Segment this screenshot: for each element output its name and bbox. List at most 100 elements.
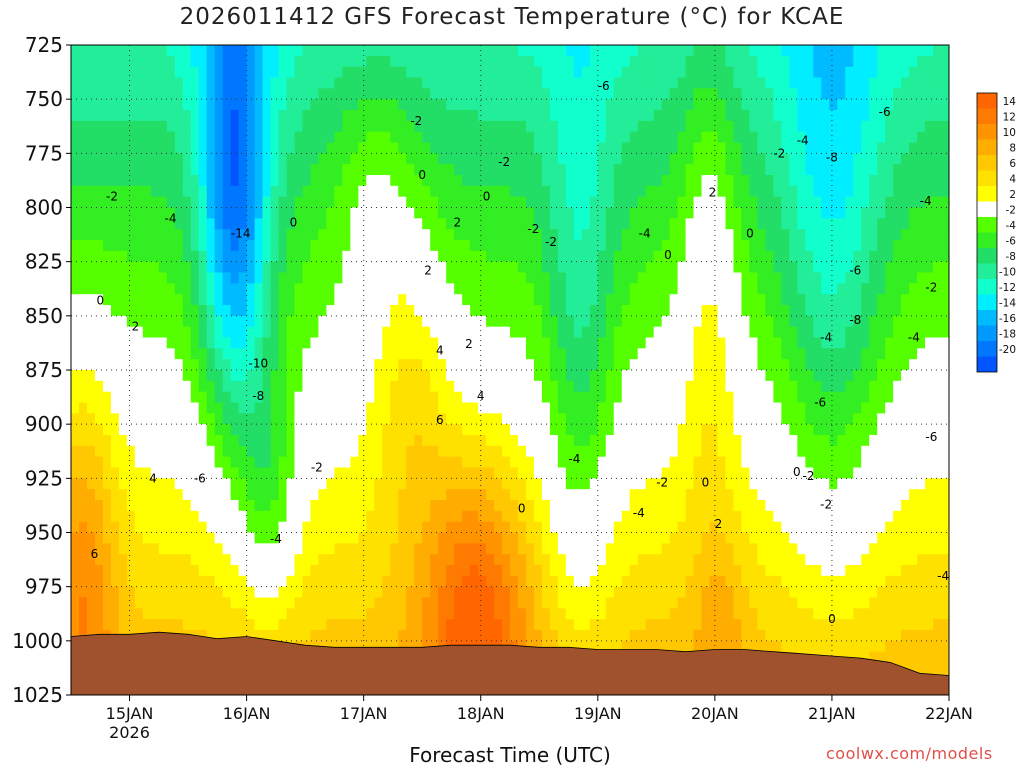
temp-cell xyxy=(462,99,471,111)
temp-cell xyxy=(382,240,391,252)
temp-cell xyxy=(214,565,224,577)
temp-cell xyxy=(494,272,503,284)
temp-cell xyxy=(334,445,343,458)
temp-cell xyxy=(557,142,567,154)
temp-cell xyxy=(693,640,703,653)
temp-cell xyxy=(581,413,591,425)
temp-cell xyxy=(621,597,631,609)
temp-cell xyxy=(525,402,535,414)
temp-cell xyxy=(454,207,463,219)
temp-cell xyxy=(629,164,639,176)
temp-cell xyxy=(510,207,519,219)
temp-cell xyxy=(709,240,719,252)
temp-cell xyxy=(326,99,335,111)
temp-cell xyxy=(446,348,455,360)
temp-cell xyxy=(214,294,224,306)
temp-cell xyxy=(430,261,439,274)
temp-cell xyxy=(557,175,567,187)
temp-cell xyxy=(286,380,296,393)
temp-cell xyxy=(549,229,559,241)
temp-cell xyxy=(494,240,503,252)
temp-cell xyxy=(198,359,208,371)
temp-cell xyxy=(294,597,304,609)
temp-cell xyxy=(685,185,695,198)
temp-cell xyxy=(693,99,703,111)
temp-cell xyxy=(422,88,431,100)
temp-cell xyxy=(134,250,144,263)
temp-cell xyxy=(621,337,631,349)
temp-cell xyxy=(278,532,288,544)
temp-cell xyxy=(198,131,208,144)
temp-cell xyxy=(230,250,240,263)
temp-cell xyxy=(150,261,160,274)
temp-cell xyxy=(709,88,719,100)
temp-cell xyxy=(685,55,695,68)
temp-cell xyxy=(486,120,495,133)
temp-cell xyxy=(222,120,232,133)
temp-cell xyxy=(613,110,623,122)
temp-cell xyxy=(166,240,176,252)
temp-cell xyxy=(142,456,152,469)
temp-cell xyxy=(725,283,735,295)
temp-cell xyxy=(573,391,583,404)
temp-cell xyxy=(262,359,272,371)
temp-cell xyxy=(725,554,735,566)
temp-cell xyxy=(366,77,375,89)
temp-cell xyxy=(565,326,575,339)
temp-cell xyxy=(645,283,655,295)
temp-cell xyxy=(637,424,647,436)
temp-cell xyxy=(302,207,312,219)
temp-cell xyxy=(350,510,359,523)
temp-cell xyxy=(701,142,711,154)
temp-cell xyxy=(478,55,487,68)
temp-cell xyxy=(374,467,383,479)
temp-cell xyxy=(310,218,320,230)
temp-cell xyxy=(573,348,583,360)
temp-cell xyxy=(693,348,703,360)
temp-cell xyxy=(190,326,200,339)
temp-cell xyxy=(71,120,80,133)
temp-cell xyxy=(86,77,96,89)
temp-cell xyxy=(725,88,735,100)
temp-cell xyxy=(110,207,120,219)
temp-cell xyxy=(350,120,359,133)
temp-cell xyxy=(406,88,415,100)
temp-cell xyxy=(278,391,288,404)
temp-cell xyxy=(214,45,224,57)
temp-cell xyxy=(222,337,232,349)
temp-cell xyxy=(597,543,607,555)
temp-cell xyxy=(254,575,264,588)
temp-cell xyxy=(557,391,567,404)
temp-cell xyxy=(462,218,471,230)
temp-cell xyxy=(613,153,623,165)
temp-cell xyxy=(374,175,383,187)
temp-cell xyxy=(158,619,168,631)
temp-cell xyxy=(134,326,144,339)
temp-cell xyxy=(382,532,391,544)
temp-cell xyxy=(573,413,583,425)
temp-cell xyxy=(398,229,407,241)
temp-cell xyxy=(669,261,679,274)
temp-cell xyxy=(669,88,679,100)
temp-cell xyxy=(645,240,655,252)
temp-cell xyxy=(110,608,120,620)
temp-cell xyxy=(398,619,407,631)
temp-cell xyxy=(502,272,511,284)
temp-cell xyxy=(525,478,535,490)
temp-cell xyxy=(430,250,439,263)
temp-cell xyxy=(525,131,535,144)
temp-cell xyxy=(166,391,176,404)
temp-cell xyxy=(134,45,144,57)
temp-cell xyxy=(390,337,399,349)
temp-cell xyxy=(182,402,192,414)
temp-cell xyxy=(629,131,639,144)
chart-title: 2026011412 GFS Forecast Temperature (°C)… xyxy=(179,4,845,30)
temp-cell xyxy=(541,88,551,100)
temp-cell xyxy=(645,510,655,523)
temp-cell xyxy=(398,185,407,198)
temp-cell xyxy=(102,445,112,458)
temp-cell xyxy=(286,370,296,382)
temp-cell xyxy=(430,391,439,404)
temp-cell xyxy=(525,305,535,317)
temp-cell xyxy=(478,456,487,469)
